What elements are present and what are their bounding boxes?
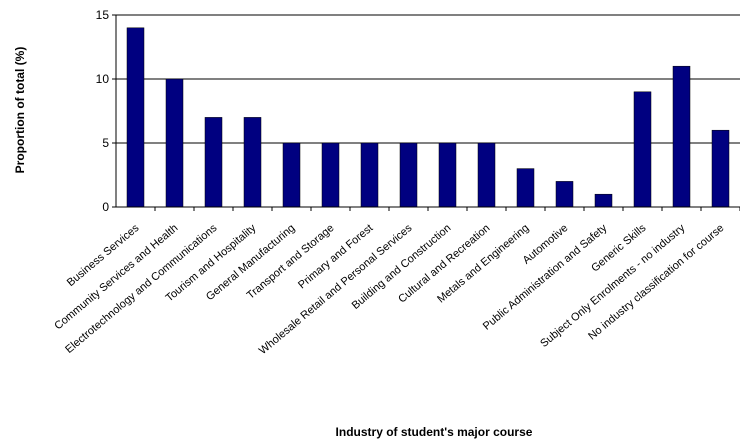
bar [360,142,379,208]
bar [555,181,574,208]
y-axis-title: Proportion of total (%) [13,47,27,174]
y-tick-labels: 0 5 10 15 [96,8,110,214]
bars [126,27,730,208]
bar [321,142,340,208]
x-axis-title: Industry of student's major course [336,425,533,439]
y-tick-label: 15 [96,8,110,22]
x-tick-label: Subject Only Enrolments - no industry [538,222,688,350]
bar [711,129,730,208]
bar [282,142,301,208]
bar [477,142,496,208]
bar [516,168,535,208]
bar [126,27,145,208]
bar [399,142,418,208]
bar [243,117,262,208]
x-tick-label: Electrotechnology and Communications [63,222,220,356]
bar [594,193,613,208]
bar [165,78,184,208]
bar [204,117,223,208]
y-tick-label: 10 [96,72,110,86]
bar [633,91,652,208]
y-tick-label: 5 [102,136,109,150]
bar [672,65,691,208]
axes [112,14,740,211]
bar [438,142,457,208]
x-tick-label: Business Services [65,222,142,289]
y-tick-label: 0 [102,200,109,214]
